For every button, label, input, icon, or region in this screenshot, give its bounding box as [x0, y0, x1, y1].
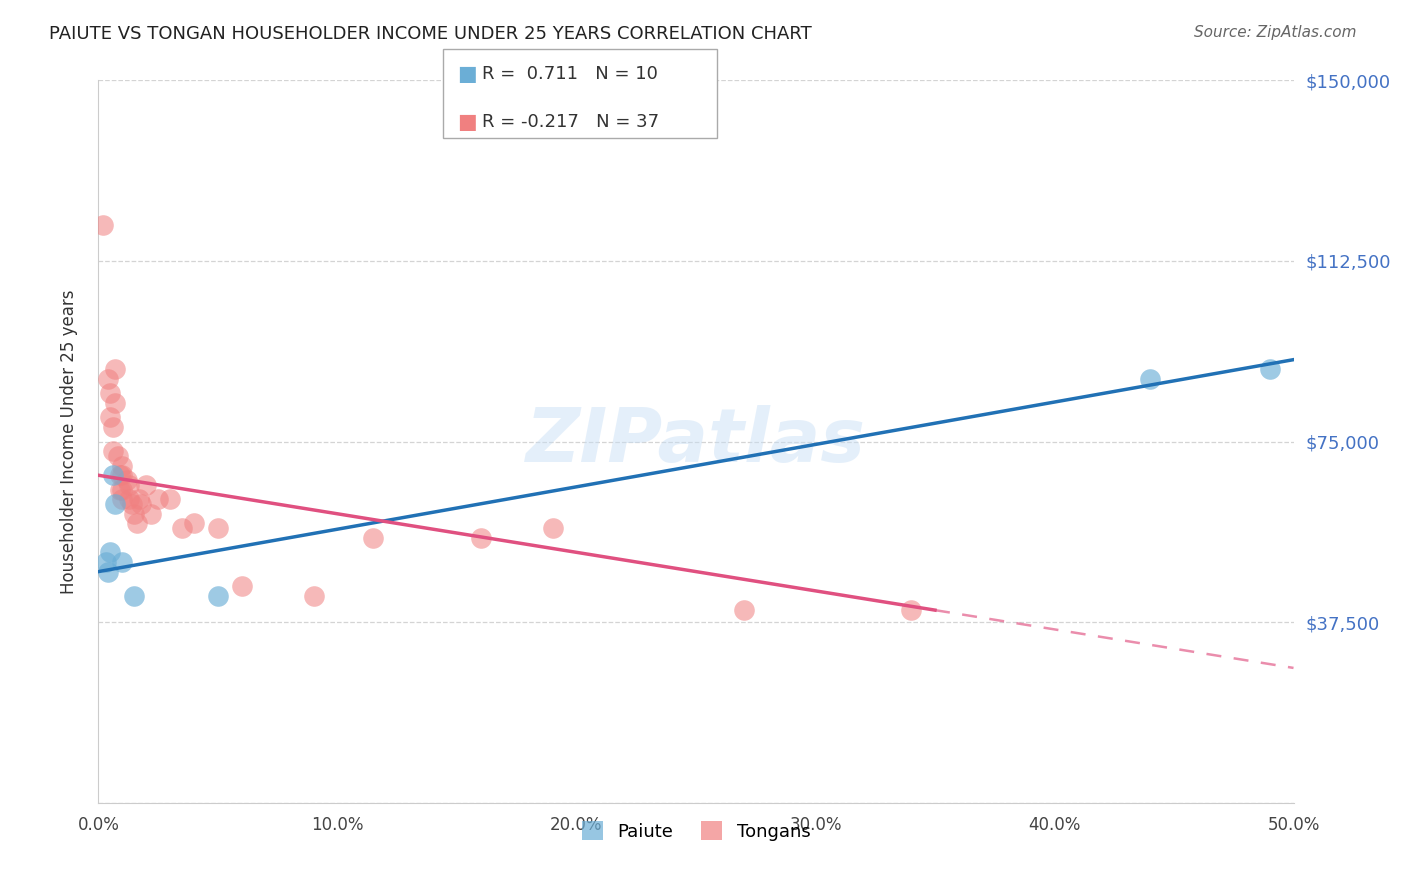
Point [111, 468, 134, 483]
Point [302, 589, 325, 603]
Point [101, 444, 124, 458]
Text: PAIUTE VS TONGAN HOUSEHOLDER INCOME UNDER 25 YEARS CORRELATION CHART: PAIUTE VS TONGAN HOUSEHOLDER INCOME UNDE… [49, 25, 811, 43]
Point [107, 449, 129, 463]
Point [1139, 372, 1161, 386]
Point [900, 603, 922, 617]
Point [124, 507, 146, 521]
Point [148, 492, 170, 507]
Point [108, 468, 131, 483]
Point [125, 516, 148, 531]
Point [104, 396, 127, 410]
Text: R =  0.711   N = 10: R = 0.711 N = 10 [482, 65, 658, 83]
Point [118, 478, 141, 492]
Point [111, 483, 134, 497]
Point [101, 468, 124, 483]
Point [1258, 362, 1281, 376]
Point [104, 497, 127, 511]
Point [135, 478, 157, 492]
Point [363, 531, 385, 545]
Point [121, 497, 143, 511]
Point [111, 492, 134, 507]
Text: ■: ■ [457, 64, 477, 84]
Point [118, 492, 141, 507]
Point [104, 362, 127, 376]
Point [159, 492, 181, 507]
Point [91, 218, 114, 232]
Point [128, 492, 150, 507]
Point [124, 589, 146, 603]
Text: R = -0.217   N = 37: R = -0.217 N = 37 [482, 113, 659, 131]
Point [231, 579, 253, 593]
Text: ■: ■ [457, 112, 477, 132]
Point [111, 555, 134, 569]
Point [541, 521, 564, 535]
Point [98, 545, 122, 559]
Point [94, 555, 117, 569]
Point [207, 521, 229, 535]
Text: ZIPatlas: ZIPatlas [526, 405, 866, 478]
Point [172, 521, 194, 535]
Point [733, 603, 755, 617]
Point [115, 473, 138, 487]
Point [131, 497, 153, 511]
Point [101, 420, 124, 434]
Point [97, 372, 120, 386]
Point [111, 458, 134, 473]
Point [97, 565, 120, 579]
Y-axis label: Householder Income Under 25 years: Householder Income Under 25 years [59, 289, 77, 594]
Point [108, 483, 131, 497]
Legend: Paiute, Tongans: Paiute, Tongans [574, 814, 818, 848]
Point [207, 589, 229, 603]
Point [470, 531, 492, 545]
Point [98, 410, 122, 425]
Text: Source: ZipAtlas.com: Source: ZipAtlas.com [1194, 25, 1357, 40]
Point [183, 516, 205, 531]
Point [98, 386, 122, 401]
Point [139, 507, 162, 521]
